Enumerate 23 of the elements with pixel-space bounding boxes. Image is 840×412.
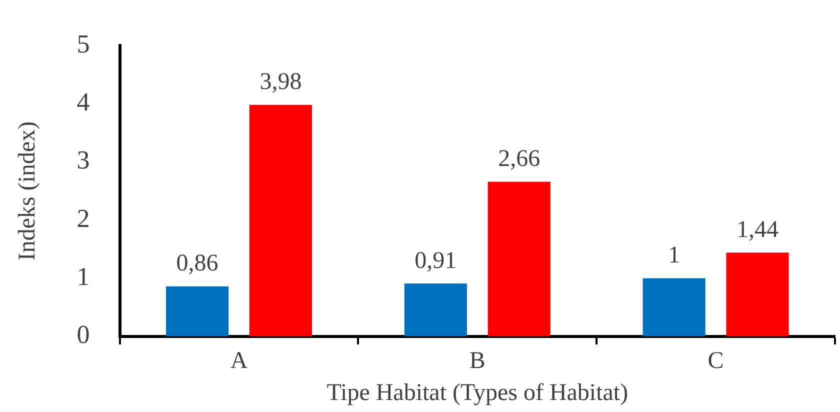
bar: [166, 286, 229, 336]
y-tick-label: 0: [76, 320, 90, 350]
data-label: 2,66: [498, 146, 540, 172]
y-tick-label: 5: [76, 29, 90, 58]
data-label: 0,86: [176, 250, 218, 277]
data-label: 3,98: [260, 69, 302, 96]
data-label: 0,91: [414, 248, 457, 274]
y-tick-label: 1: [76, 262, 90, 292]
data-label: 1,44: [736, 216, 779, 243]
y-tick-label: 2: [76, 204, 90, 233]
x-tick-label: A: [230, 348, 248, 374]
x-tick-label: C: [708, 348, 724, 374]
bar: [404, 283, 467, 336]
y-axis-title: Indeks (index): [14, 121, 41, 261]
x-axis-title: Tipe Habitat (Types of Habitat): [326, 380, 628, 406]
x-tick-label: B: [469, 348, 486, 374]
y-tick-label: 4: [76, 88, 90, 117]
bar: [488, 182, 550, 336]
data-label: 1: [668, 242, 680, 269]
bar: [249, 104, 312, 336]
y-tick-label: 3: [76, 146, 90, 175]
bar: [642, 278, 706, 336]
bar: [726, 252, 789, 336]
